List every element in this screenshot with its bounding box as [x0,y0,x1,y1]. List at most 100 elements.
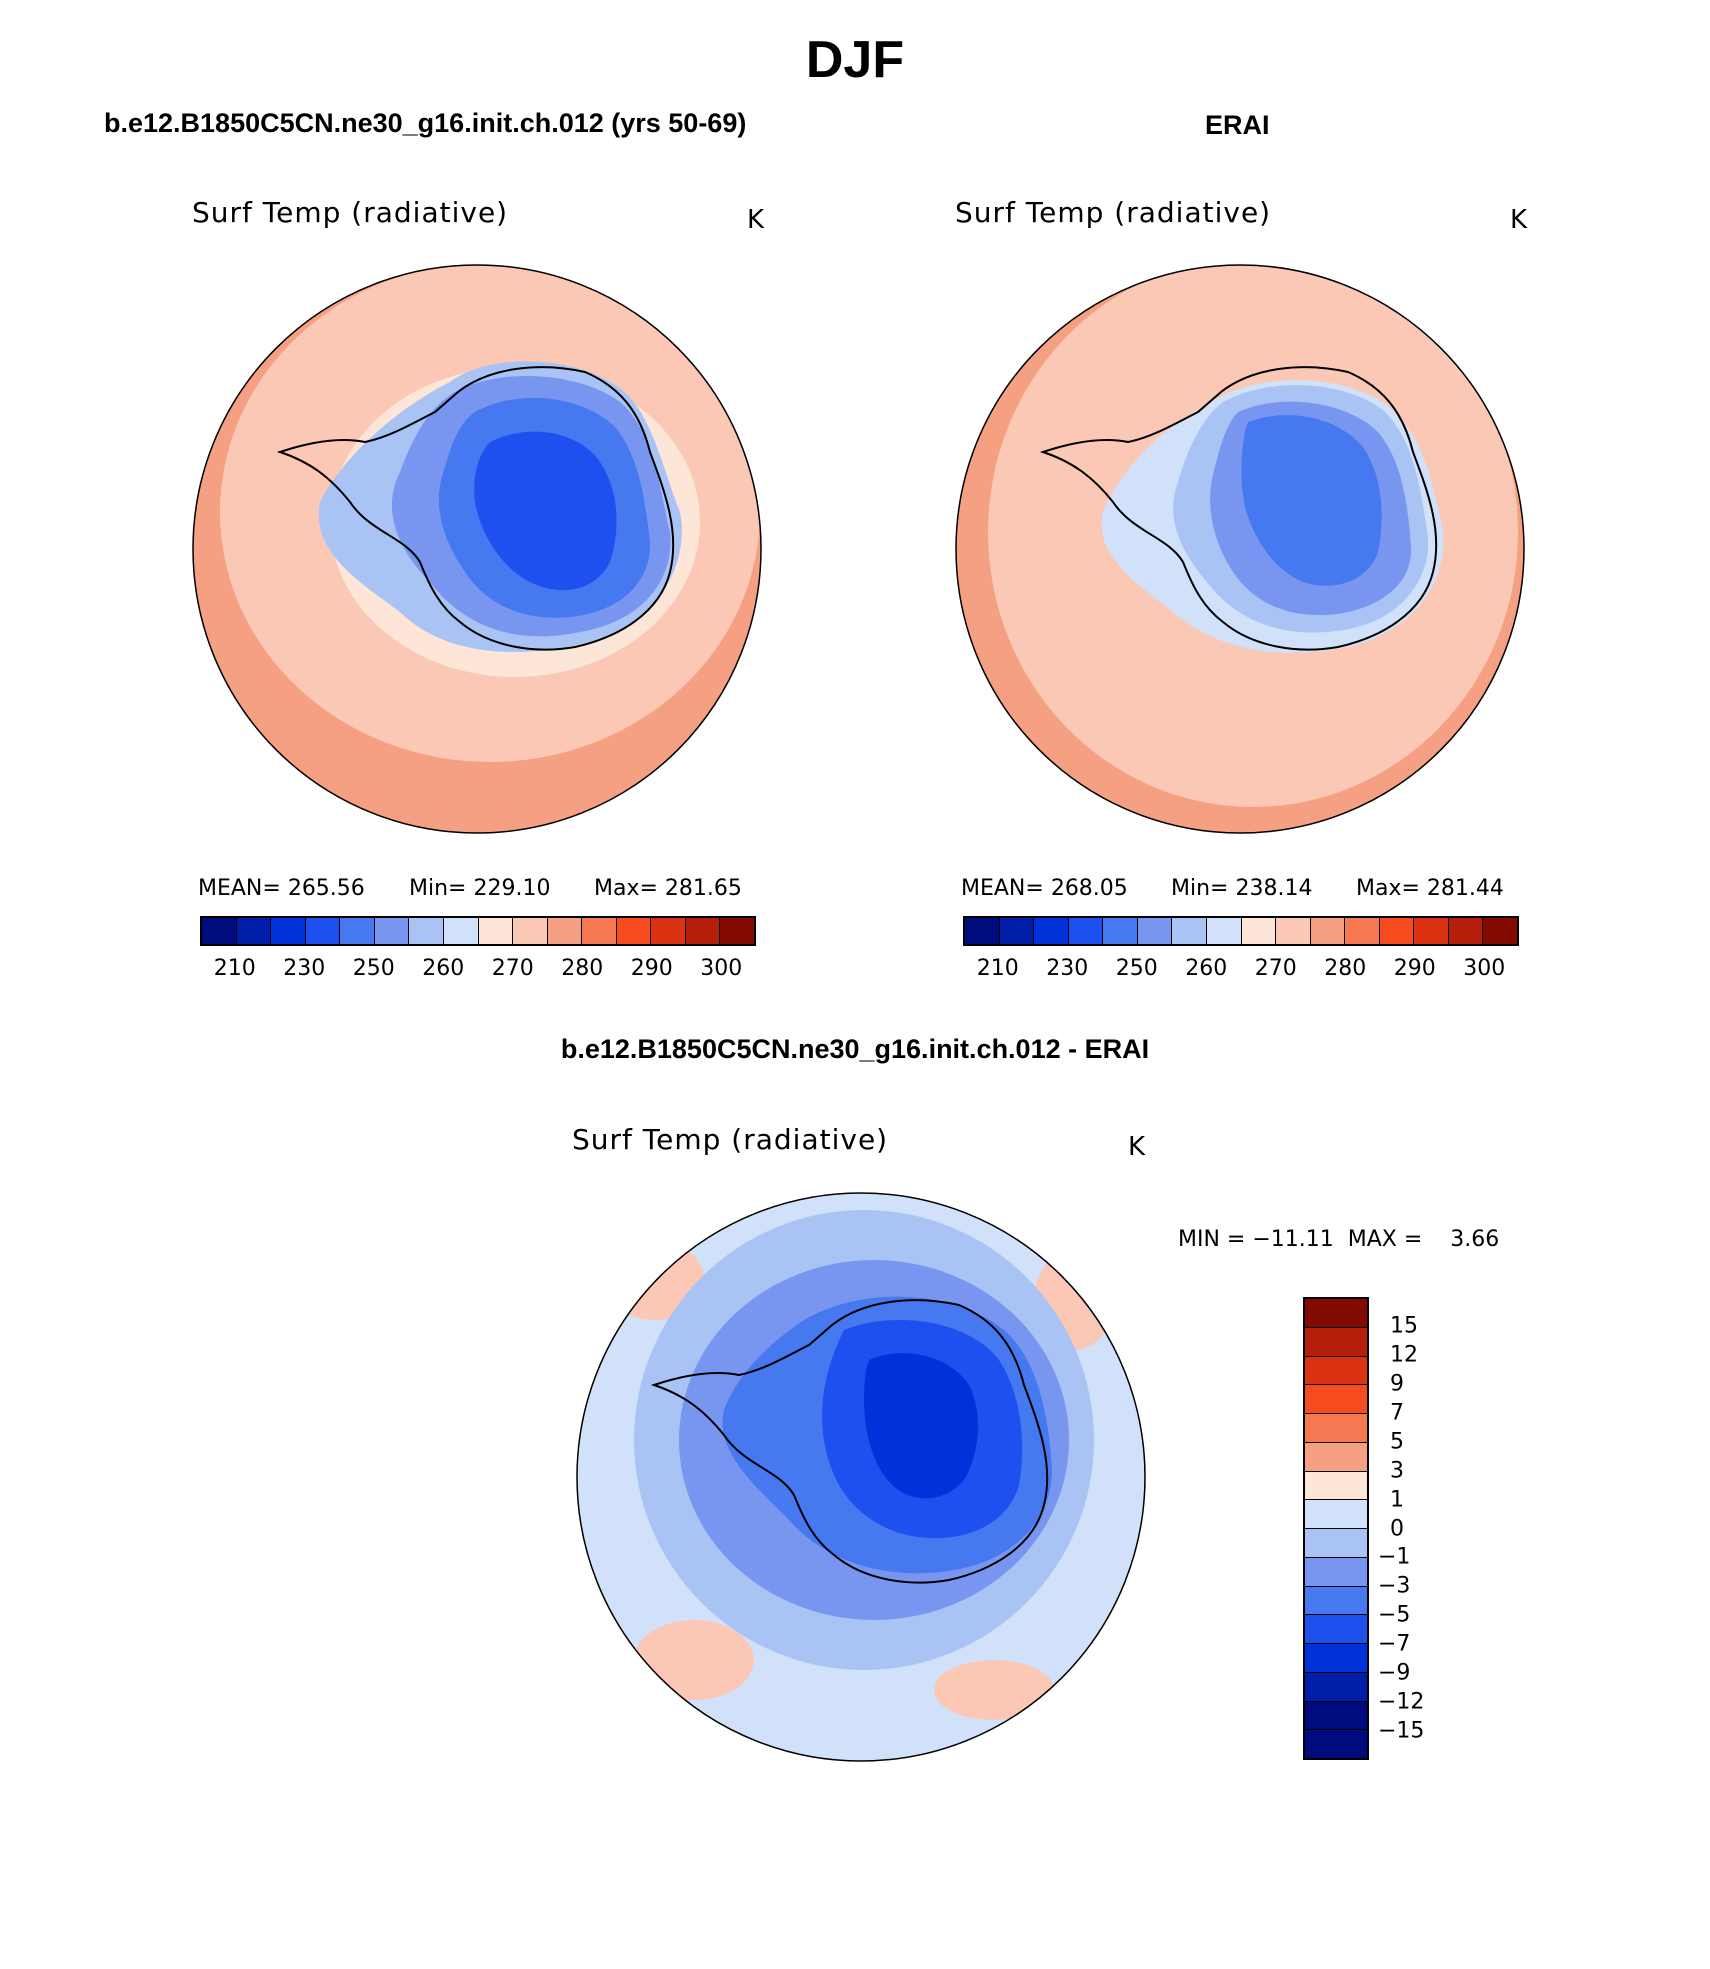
colorbar-segment [965,918,1000,944]
colorbar-segment [1305,1471,1367,1501]
colorbar-tick-label: 280 [561,956,604,981]
colorbar-tick-label: 5 [1390,1429,1404,1455]
colorbar-segment [1448,918,1484,944]
colorbar-segment [1305,1557,1367,1587]
panel1-antarctica-core [474,431,617,591]
panel2-polar-map [955,264,1525,834]
panel2-mean-stat: MEAN= 268.05 [961,876,1128,901]
colorbar-segment [1345,918,1380,944]
colorbar-segment [1305,1414,1367,1443]
colorbar-tick-label: 210 [976,956,1019,981]
colorbar-segment [720,918,754,944]
figure-title: DJF [805,31,905,89]
colorbar-segment [1305,1327,1367,1357]
colorbar-tick-label: 300 [700,956,743,981]
diff-warm-patch-se [934,1660,1054,1720]
colorbar-segment [1305,1356,1367,1386]
colorbar-segment [1379,918,1415,944]
colorbar-segment [236,918,272,944]
colorbar-tick-label: −9 [1378,1660,1411,1686]
panel1-max-stat: Max= 281.65 [594,876,742,901]
colorbar-segment [547,918,583,944]
colorbar-segment [1305,1644,1367,1673]
panel2-min-stat: Min= 238.14 [1171,876,1313,901]
diff-units-label: K [1128,1132,1146,1162]
diff-polar-map [576,1192,1146,1762]
colorbar-segment [271,918,306,944]
colorbar-segment [202,918,237,944]
colorbar-tick-label: 9 [1390,1371,1404,1397]
colorbar-tick-label: −7 [1378,1631,1411,1657]
colorbar-tick-label: 270 [1254,956,1297,981]
panel1-coastline [276,366,675,651]
colorbar-segment [1305,1701,1367,1731]
colorbar-tick-label: 230 [283,956,326,981]
colorbar-tick-label: 15 [1390,1313,1418,1339]
colorbar-segment [513,918,548,944]
diff-warm-patch-sw [634,1620,754,1700]
colorbar-tick-label: 1 [1390,1487,1404,1513]
diff-antarctica-coldest [864,1353,979,1499]
colorbar-segment [1068,918,1104,944]
colorbar-segment [1483,918,1517,944]
panel2-antarctica-core [1241,415,1382,586]
colorbar-segment [1276,918,1311,944]
colorbar-tick-label: −5 [1378,1602,1411,1628]
diff-variable-label: Surf Temp (radiative) [572,1123,889,1156]
colorbar-segment [1305,1385,1367,1414]
panel1-map-border [192,264,762,834]
panel2-colorbar [963,916,1519,946]
panel2-max-stat: Max= 281.44 [1356,876,1504,901]
colorbar-tick-label: 230 [1046,956,1089,981]
colorbar-segment [1172,918,1207,944]
colorbar-segment [1206,918,1242,944]
colorbar-segment [1305,1529,1367,1558]
colorbar-tick-label: 280 [1324,956,1367,981]
colorbar-tick-label: 0 [1390,1516,1404,1541]
panel1-case-title: b.e12.B1850C5CN.ne30_g16.init.ch.012 (yr… [104,108,747,138]
panel2-units-label: K [1510,205,1528,235]
colorbar-segment [1241,918,1277,944]
colorbar-tick-label: −15 [1378,1718,1425,1744]
colorbar-tick-label: 12 [1390,1342,1418,1368]
colorbar-segment [1137,918,1173,944]
colorbar-segment [999,918,1035,944]
colorbar-segment [1414,918,1449,944]
colorbar-segment [305,918,341,944]
colorbar-segment [478,918,514,944]
colorbar-segment [616,918,652,944]
diff-case-title: b.e12.B1850C5CN.ne30_g16.init.ch.012 - E… [560,1034,1150,1064]
colorbar-segment [582,918,617,944]
colorbar-tick-label: −3 [1378,1573,1411,1599]
colorbar-tick-label: 250 [1115,956,1158,981]
colorbar-segment [651,918,686,944]
colorbar-tick-label: 7 [1390,1400,1404,1426]
colorbar-tick-label: 3 [1390,1458,1404,1484]
colorbar-segment [1305,1730,1367,1758]
panel2-map-border [955,264,1525,834]
panel1-units-label: K [747,205,765,235]
colorbar-segment [1305,1299,1367,1328]
colorbar-segment [409,918,444,944]
panel1-min-stat: Min= 229.10 [409,876,551,901]
panel2-coastline [1039,366,1438,651]
colorbar-segment [340,918,375,944]
colorbar-segment [1305,1586,1367,1616]
diff-coastline [650,1299,1049,1584]
colorbar-segment [1103,918,1138,944]
panel1-polar-map [192,264,762,834]
panel2-variable-label: Surf Temp (radiative) [955,196,1272,229]
colorbar-segment [1310,918,1346,944]
panel1-colorbar [200,916,756,946]
colorbar-segment [374,918,410,944]
diff-colorbar [1303,1297,1369,1760]
diff-map-border [576,1192,1146,1762]
colorbar-tick-label: 290 [1393,956,1436,981]
panel1-mean-stat: MEAN= 265.56 [198,876,365,901]
colorbar-segment [1034,918,1069,944]
colorbar-segment [1305,1672,1367,1702]
colorbar-tick-label: −12 [1378,1689,1425,1715]
colorbar-tick-label: 260 [422,956,465,981]
colorbar-segment [1305,1500,1367,1529]
colorbar-tick-label: 260 [1185,956,1228,981]
